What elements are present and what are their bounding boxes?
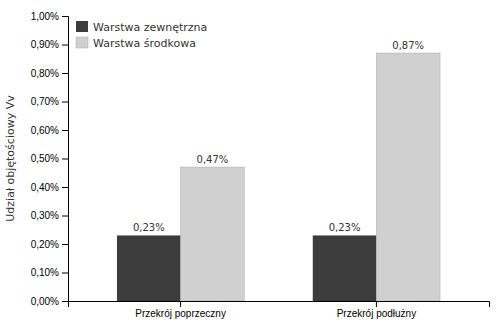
- tick-label: 1,00%: [31, 11, 59, 22]
- data-label: 0,23%: [329, 222, 361, 233]
- legend-label: Warstwa zewnętrzna: [93, 21, 207, 34]
- y-axis-title: Udział objętościowy Vv: [4, 95, 17, 222]
- tick-label: 0,10%: [31, 267, 59, 278]
- tick-mark: [62, 244, 68, 245]
- bar: [313, 235, 377, 301]
- bars: [117, 53, 440, 301]
- tick-label: 0,50%: [31, 153, 59, 164]
- tick-label: 0,00%: [31, 296, 59, 307]
- legend-item: Warstwa środkowa: [76, 37, 196, 50]
- tick: Przekrój podłużny: [337, 301, 416, 319]
- tick-mark: [62, 159, 68, 160]
- tick: 0,00%: [31, 296, 68, 307]
- legend-swatch: [76, 21, 88, 32]
- tick-mark: [62, 216, 68, 217]
- tick-label: 0,80%: [31, 68, 59, 79]
- tick: 0,20%: [31, 239, 68, 250]
- y-axis: 0,00% 0,10% 0,20% 0,30% 0,40% 0,50% 0,60% 0,70%…: [31, 11, 69, 307]
- bar: [117, 235, 181, 301]
- tick: 0,80%: [31, 68, 68, 79]
- legend-label: Warstwa środkowa: [93, 37, 196, 50]
- legend-item: Warstwa zewnętrzna: [76, 21, 207, 34]
- legend: Warstwa zewnętrzna Warstwa środkowa: [76, 21, 207, 50]
- tick-label: Przekrój poprzeczny: [135, 308, 226, 319]
- tick: 1,00%: [31, 11, 68, 22]
- plot: 0,23% 0,23% 0,47% 0,87% 0,00% 0,10% 0,20% 0,30%…: [4, 11, 490, 319]
- tick-label: 0,60%: [31, 125, 59, 136]
- tick: 0,90%: [31, 39, 68, 50]
- chart: 0,23% 0,23% 0,47% 0,87% 0,00% 0,10% 0,20% 0,30%…: [0, 0, 501, 331]
- tick-mark: [62, 301, 68, 302]
- tick-label: 0,40%: [31, 182, 59, 193]
- tick-mark: [62, 130, 68, 131]
- tick-label: 0,70%: [31, 96, 59, 107]
- tick-label: 0,20%: [31, 239, 59, 250]
- bar: [376, 53, 440, 301]
- tick: 0,40%: [31, 182, 68, 193]
- data-label: 0,47%: [197, 154, 229, 165]
- data-labels: 0,23% 0,23% 0,47% 0,87%: [133, 40, 424, 233]
- tick: 0,30%: [31, 210, 68, 221]
- x-axis: Przekrój poprzeczny Przekrój podłużny: [69, 301, 490, 319]
- tick-label: 0,90%: [31, 39, 59, 50]
- tick-label: Przekrój podłużny: [337, 308, 416, 319]
- axis-line: [62, 17, 69, 302]
- tick-mark: [62, 102, 68, 103]
- tick: Przekrój poprzeczny: [135, 301, 226, 319]
- legend-swatch: [76, 37, 88, 48]
- tick-mark: [62, 16, 68, 17]
- axis-line: [69, 302, 490, 308]
- tick: 0,60%: [31, 125, 68, 136]
- tick-mark: [376, 301, 377, 307]
- tick-mark: [62, 273, 68, 274]
- tick: 0,50%: [31, 153, 68, 164]
- tick: 0,10%: [31, 267, 68, 278]
- data-label: 0,87%: [392, 40, 424, 51]
- tick-mark: [180, 301, 181, 307]
- tick-mark: [62, 45, 68, 46]
- tick-mark: [62, 73, 68, 74]
- tick-mark: [62, 187, 68, 188]
- data-label: 0,23%: [133, 222, 165, 233]
- tick: 0,70%: [31, 96, 68, 107]
- tick-label: 0,30%: [31, 210, 59, 221]
- bar: [181, 167, 245, 301]
